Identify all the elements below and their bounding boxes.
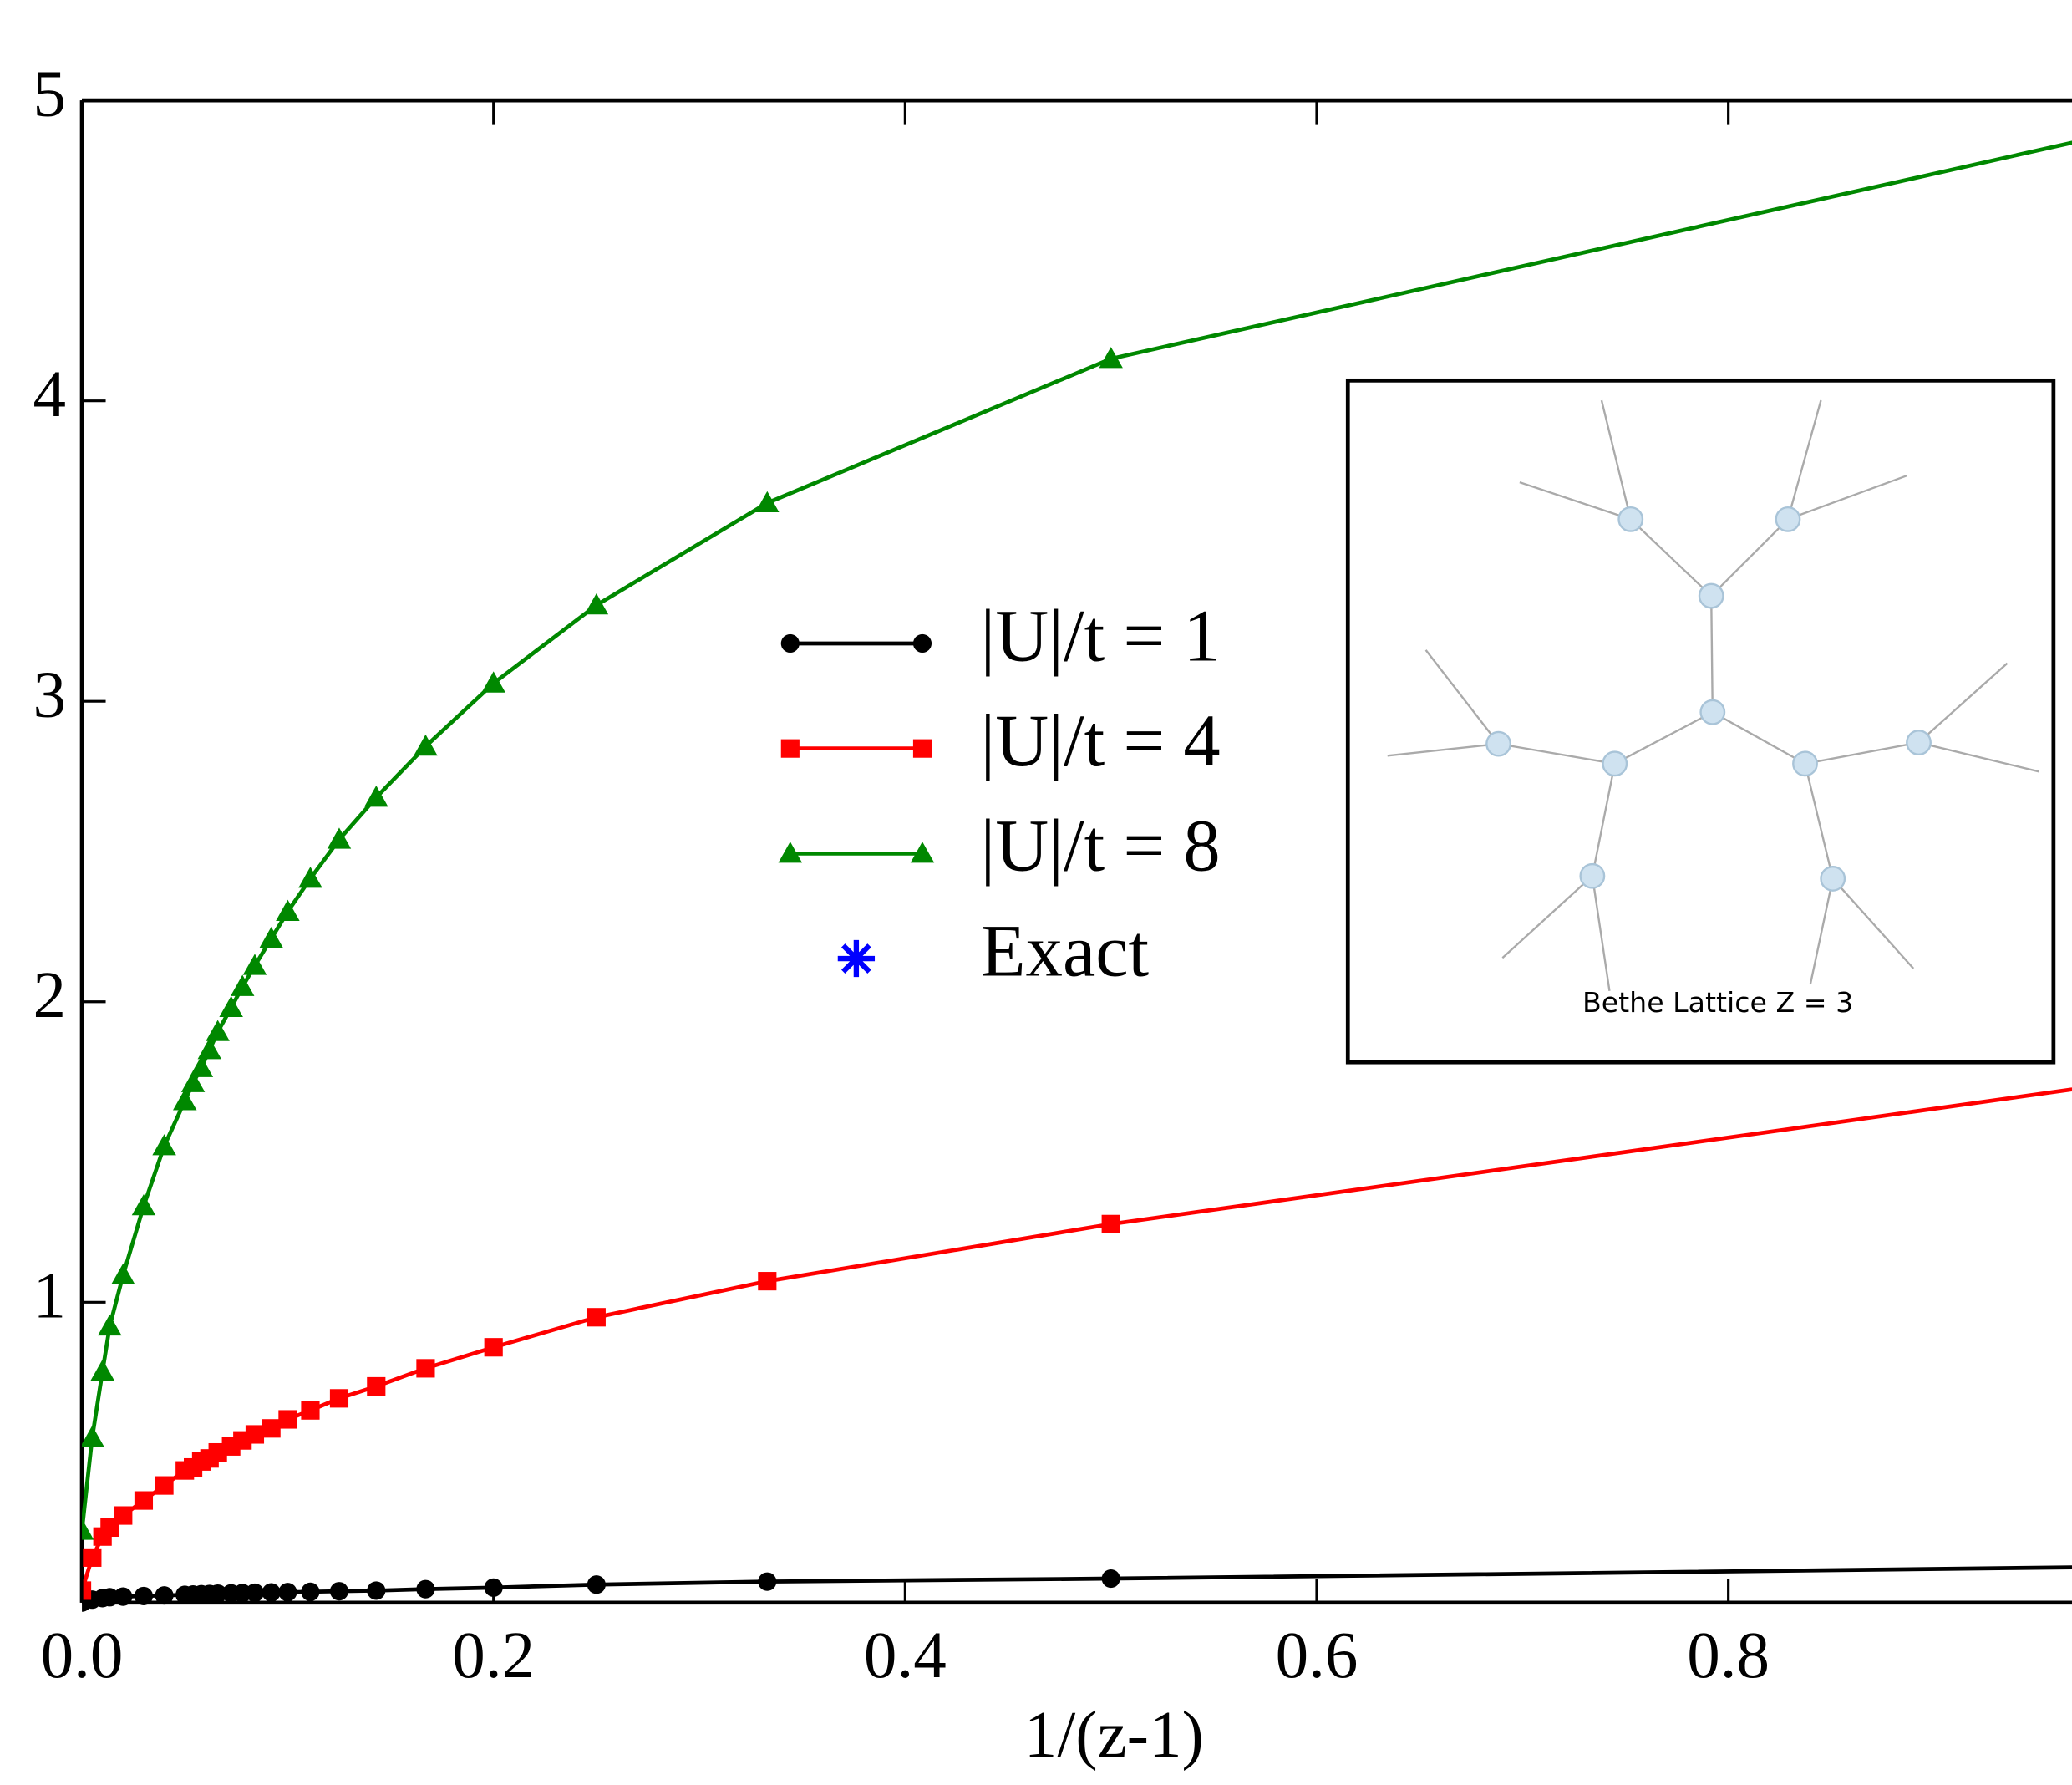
marker	[82, 1518, 94, 1540]
marker	[189, 1055, 214, 1077]
marker	[481, 671, 505, 693]
marker	[172, 1089, 197, 1111]
inset-label: Bethe Lattice Z = 3	[1582, 986, 1853, 1019]
x-tick-label: 0.0	[41, 1620, 124, 1692]
marker	[414, 734, 438, 756]
marker	[208, 1584, 227, 1604]
axes-frame	[79, 98, 2072, 1605]
marker	[82, 1581, 92, 1600]
marker	[155, 1586, 174, 1605]
marker	[262, 1419, 281, 1438]
marker	[416, 1579, 435, 1599]
marker	[230, 974, 255, 996]
marker	[276, 899, 300, 921]
marker	[134, 1491, 154, 1510]
series-line	[82, 1087, 2072, 1592]
bethe-lattice-diagram	[1387, 399, 2039, 991]
marker	[758, 1272, 777, 1291]
marker	[245, 1583, 265, 1603]
marker	[111, 1263, 135, 1284]
marker	[114, 1587, 133, 1606]
marker	[298, 867, 322, 888]
marker	[301, 1401, 320, 1420]
marker	[780, 739, 800, 758]
marker	[910, 842, 935, 863]
legend-label: Exact	[981, 910, 1150, 992]
marker	[131, 1194, 156, 1216]
y-tick-label: 5	[33, 58, 67, 130]
marker	[329, 1582, 349, 1601]
marker	[278, 1410, 297, 1429]
marker	[242, 954, 267, 975]
y-tick-label: 3	[33, 659, 67, 731]
marker	[83, 1548, 102, 1567]
marker	[152, 1134, 176, 1156]
marker	[587, 1575, 606, 1594]
marker	[912, 633, 932, 653]
marker	[197, 1038, 222, 1060]
marker	[327, 827, 352, 849]
marker	[755, 491, 780, 512]
x-tick-label: 0.6	[1276, 1620, 1358, 1692]
marker	[364, 786, 388, 807]
x-axis-label: 1/(z-1)	[1024, 1699, 1204, 1772]
marker	[98, 1314, 122, 1336]
marker	[587, 1308, 606, 1327]
marker	[758, 1572, 777, 1591]
marker	[416, 1359, 435, 1378]
marker	[1101, 1214, 1120, 1233]
legend-label: |U|/t = 4	[981, 700, 1221, 782]
marker	[367, 1376, 386, 1396]
marker	[301, 1582, 320, 1601]
marker	[1101, 1569, 1120, 1589]
series-line	[82, 140, 2072, 1531]
marker	[245, 1425, 265, 1444]
marker	[278, 1583, 297, 1602]
y-tick-label: 4	[33, 359, 67, 431]
marker	[1099, 347, 1123, 369]
legend-label: |U|/t = 1	[981, 595, 1221, 677]
marker	[90, 1359, 114, 1381]
x-tick-label: 0.4	[864, 1620, 947, 1692]
marker	[484, 1338, 503, 1357]
legend-label: |U|/t = 8	[981, 806, 1221, 887]
marker	[837, 939, 876, 978]
x-tick-label: 0.2	[452, 1620, 535, 1692]
marker	[367, 1581, 386, 1600]
marker	[219, 995, 243, 1018]
marker	[114, 1506, 133, 1525]
marker	[180, 1070, 206, 1092]
marker	[912, 739, 932, 758]
marker	[100, 1588, 119, 1607]
y-tick-label: 1	[33, 1259, 67, 1332]
marker	[259, 927, 283, 948]
y-tick-label: 2	[33, 959, 67, 1032]
marker	[206, 1020, 230, 1041]
marker	[329, 1389, 349, 1408]
marker	[82, 1425, 104, 1447]
marker	[780, 633, 800, 653]
marker	[134, 1586, 154, 1605]
marker	[584, 592, 609, 615]
inset: Bethe Lattice Z = 3	[1345, 378, 2056, 1065]
x-tick-label: 0.8	[1687, 1620, 1770, 1692]
marker	[778, 842, 803, 863]
marker	[155, 1476, 174, 1495]
marker	[262, 1583, 281, 1602]
